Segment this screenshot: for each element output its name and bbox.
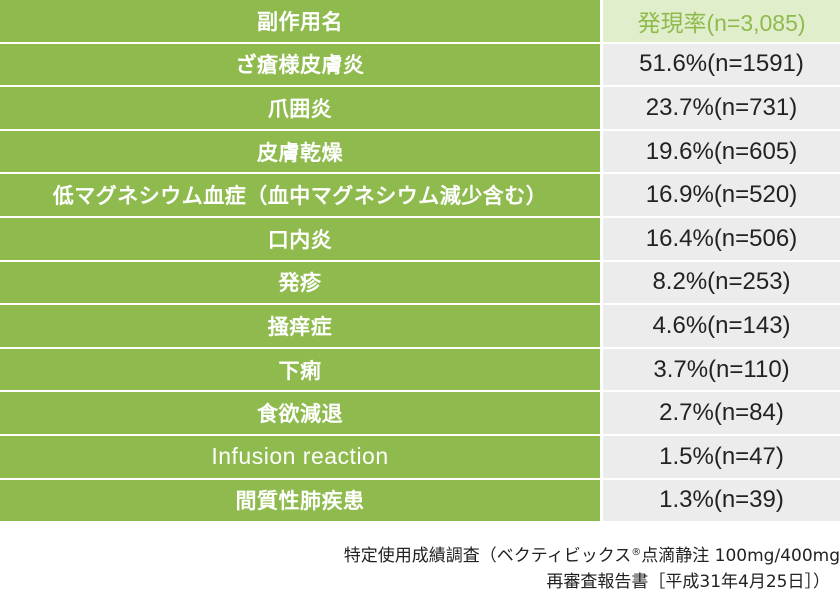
table-row: 低マグネシウム血症（血中マグネシウム減少含む） 16.9%(n=520) (0, 174, 840, 216)
registered-mark: ® (631, 547, 642, 558)
row-rate: 16.9%(n=520) (603, 174, 840, 216)
row-rate: 1.3%(n=39) (603, 479, 840, 522)
source-line-1-post: 点滴静注 100mg/400mg (641, 546, 840, 566)
table-row: ざ瘡様皮膚炎 51.6%(n=1591) (0, 43, 840, 86)
row-rate: 19.6%(n=605) (603, 130, 840, 173)
source-line-1: 特定使用成績調査（ベクティビックス®点滴静注 100mg/400mg (240, 540, 840, 569)
table-header-row: 副作用名 発現率(n=3,085) (0, 0, 840, 42)
row-name: Infusion reaction (0, 435, 600, 478)
row-name: 皮膚乾燥 (0, 130, 600, 173)
table-row: 口内炎 16.4%(n=506) (0, 217, 840, 260)
row-rate: 8.2%(n=253) (603, 261, 840, 304)
table-row: 皮膚乾燥 19.6%(n=605) (0, 130, 840, 173)
row-rate: 4.6%(n=143) (603, 305, 840, 347)
row-name: 低マグネシウム血症（血中マグネシウム減少含む） (0, 174, 600, 216)
table-row: Infusion reaction 1.5%(n=47) (0, 435, 840, 478)
header-rate: 発現率(n=3,085) (603, 0, 840, 42)
source-line-2: 再審査報告書［平成31年4月25日］） (546, 572, 830, 592)
table-row: 掻痒症 4.6%(n=143) (0, 305, 840, 347)
header-name: 副作用名 (0, 0, 600, 42)
row-name: ざ瘡様皮膚炎 (0, 43, 600, 86)
row-name: 口内炎 (0, 217, 600, 260)
table-row: 間質性肺疾患 1.3%(n=39) (0, 479, 840, 522)
table-row: 食欲減退 2.7%(n=84) (0, 392, 840, 434)
table-row: 発疹 8.2%(n=253) (0, 261, 840, 304)
source-citation: 特定使用成績調査（ベクティビックス®点滴静注 100mg/400mg 再審査報告… (240, 540, 840, 595)
row-name: 食欲減退 (0, 392, 600, 434)
row-rate: 3.7%(n=110) (603, 348, 840, 391)
row-name: 発疹 (0, 261, 600, 304)
row-name: 掻痒症 (0, 305, 600, 347)
adverse-reactions-table: 副作用名 発現率(n=3,085) ざ瘡様皮膚炎 51.6%(n=1591) 爪… (0, 0, 840, 522)
table-row: 爪囲炎 23.7%(n=731) (0, 87, 840, 129)
row-name: 爪囲炎 (0, 87, 600, 129)
row-rate: 23.7%(n=731) (603, 87, 840, 129)
row-rate: 51.6%(n=1591) (603, 43, 840, 86)
row-rate: 2.7%(n=84) (603, 392, 840, 434)
row-rate: 16.4%(n=506) (603, 217, 840, 260)
row-name: 下痢 (0, 348, 600, 391)
row-name: 間質性肺疾患 (0, 479, 600, 522)
row-rate: 1.5%(n=47) (603, 435, 840, 478)
source-line-1-pre: 特定使用成績調査（ベクティビックス (343, 546, 632, 566)
table-row: 下痢 3.7%(n=110) (0, 348, 840, 391)
